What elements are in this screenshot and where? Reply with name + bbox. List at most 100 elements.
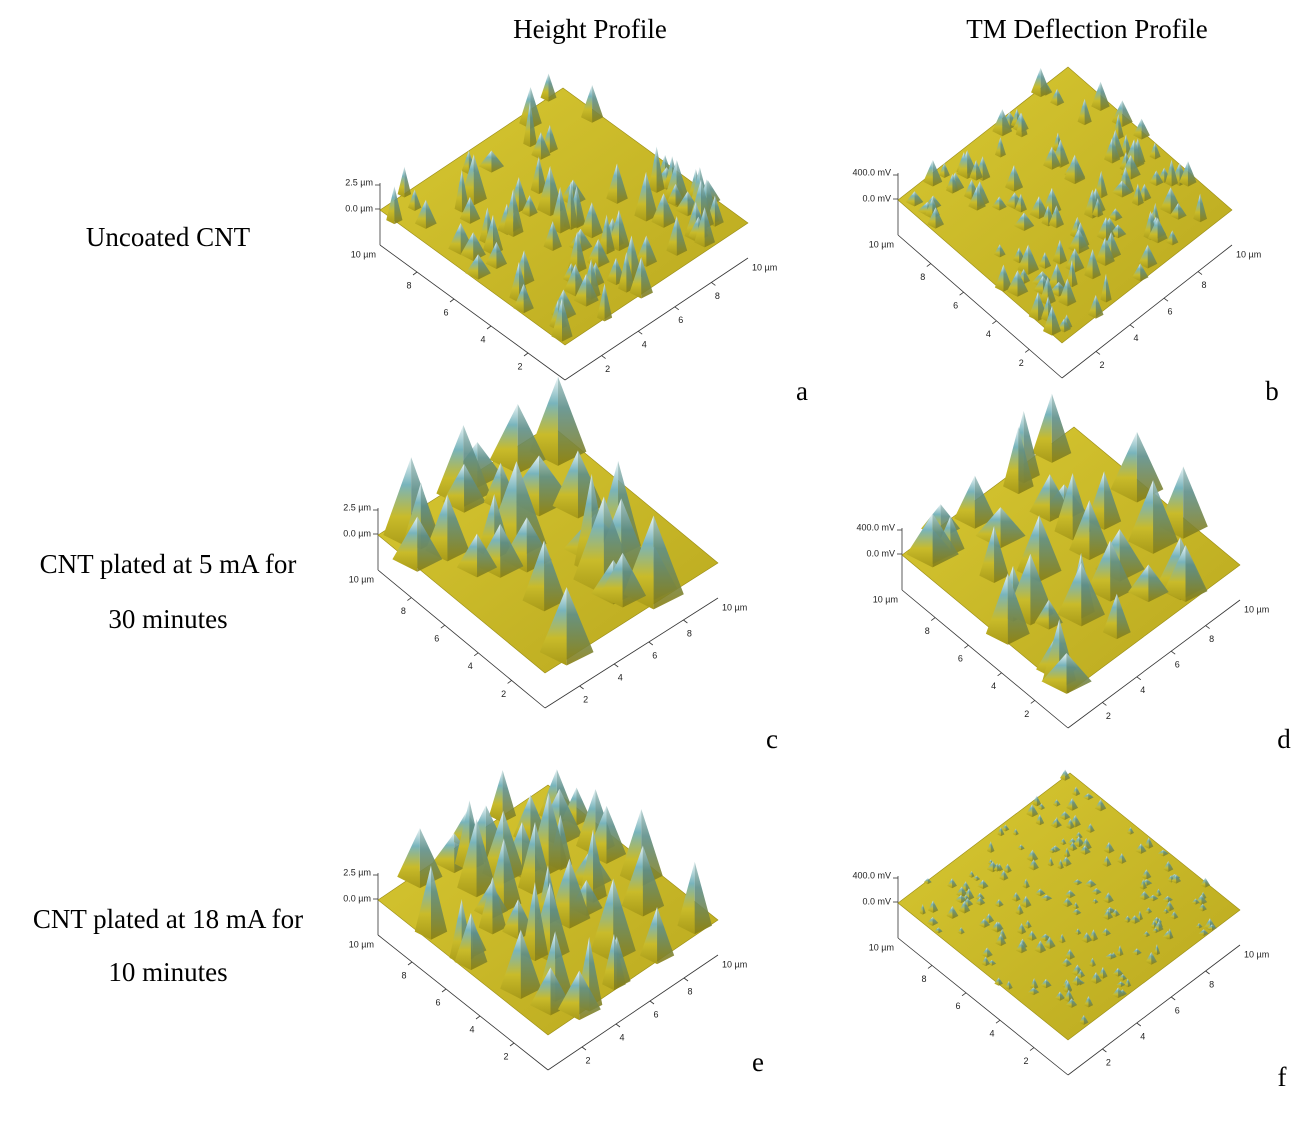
axis-tick <box>650 1001 654 1004</box>
peak-face <box>695 862 712 935</box>
peak-face <box>397 828 420 888</box>
axis-end-label: 10 µm <box>349 574 374 584</box>
peak-face <box>1100 82 1109 111</box>
peak-face <box>1142 119 1150 140</box>
z-tick-label: 2.5 µm <box>343 867 371 877</box>
left-tick-label: 4 <box>468 661 473 671</box>
column-header: Height Profile <box>513 14 667 44</box>
left-tick-label: 8 <box>401 970 406 980</box>
left-tick-label: 8 <box>401 606 406 616</box>
axis-tick <box>602 356 606 359</box>
axis-tick <box>684 978 688 981</box>
axis-end-label: 10 µm <box>869 942 894 952</box>
axis-end-label: 10 µm <box>722 602 747 612</box>
column-header: TM Deflection Profile <box>966 14 1207 44</box>
row-label: 10 minutes <box>108 957 227 987</box>
axis-tick <box>1102 1049 1106 1052</box>
peak-face <box>541 73 549 101</box>
axis-end-label: 10 µm <box>869 239 894 249</box>
panel-letter: c <box>766 724 778 754</box>
peak-face <box>1188 161 1197 186</box>
right-tick-label: 2 <box>605 364 610 374</box>
left-tick-label: 4 <box>991 681 996 691</box>
axis-end-label: 10 µm <box>1236 249 1261 259</box>
z-tick-label: 0.0 µm <box>343 893 371 903</box>
z-tick-label: 400.0 mV <box>856 522 895 532</box>
right-tick-label: 8 <box>1209 979 1214 989</box>
left-tick-label: 2 <box>503 1051 508 1061</box>
right-tick-label: 8 <box>687 628 692 638</box>
axis-tick <box>638 331 642 334</box>
z-tick-label: 400.0 mV <box>852 167 891 177</box>
axis-tick <box>1030 1048 1034 1051</box>
row-label: Uncoated CNT <box>86 222 251 252</box>
axis-tick <box>1206 626 1210 629</box>
axis-end-label: 10 µm <box>349 939 374 949</box>
axis-tick <box>1130 325 1134 328</box>
axis-tick <box>992 321 996 324</box>
axis-tick <box>711 282 715 285</box>
axis-tick <box>407 598 411 601</box>
right-tick-label: 4 <box>1140 685 1145 695</box>
axis-end-label: 10 µm <box>1244 949 1269 959</box>
peak-face <box>489 770 502 823</box>
left-tick-label: 2 <box>1024 709 1029 719</box>
peak-face <box>1003 427 1018 494</box>
axis-tick <box>1025 349 1029 352</box>
row-label: CNT plated at 18 mA for <box>33 904 303 934</box>
axis-tick <box>998 673 1002 676</box>
z-tick-label: 2.5 µm <box>343 502 371 512</box>
left-tick-label: 6 <box>958 654 963 664</box>
left-tick-label: 6 <box>955 1001 960 1011</box>
axis-tick <box>474 653 478 656</box>
right-tick-label: 4 <box>618 672 623 682</box>
axis-tick <box>962 993 966 996</box>
left-tick-label: 6 <box>434 634 439 644</box>
right-tick-label: 8 <box>1201 280 1206 290</box>
axis-end-label: 10 µm <box>1244 604 1269 614</box>
z-tick-label: 0.0 mV <box>862 193 891 203</box>
axis-tick <box>510 1043 514 1046</box>
peak-face <box>592 85 603 123</box>
peak-face <box>1183 466 1208 538</box>
panel-letter: f <box>1278 1062 1287 1092</box>
axis-tick <box>408 962 412 965</box>
right-tick-label: 6 <box>653 1009 658 1019</box>
left-tick-label: 4 <box>989 1029 994 1039</box>
right-tick-label: 8 <box>715 291 720 301</box>
axis-end-label: 10 µm <box>351 249 376 259</box>
z-tick-label: 0.0 µm <box>345 203 373 213</box>
peak-face <box>1031 68 1041 97</box>
z-tick-label: 400.0 mV <box>852 870 891 880</box>
axis-tick <box>1198 272 1202 275</box>
axis-tick <box>1164 298 1168 301</box>
axis-tick <box>683 620 687 623</box>
panel-letter: e <box>752 1047 764 1077</box>
left-tick-label: 6 <box>443 307 448 317</box>
axis-tick <box>931 618 935 621</box>
panel-letter: d <box>1277 724 1291 754</box>
right-tick-label: 8 <box>687 986 692 996</box>
right-tick-label: 4 <box>619 1032 624 1042</box>
axis-end-label: 10 µm <box>873 594 898 604</box>
right-tick-label: 6 <box>678 315 683 325</box>
right-tick-label: 6 <box>1175 660 1180 670</box>
axis-tick <box>580 686 584 689</box>
axis-tick <box>1102 702 1106 705</box>
left-tick-label: 8 <box>406 280 411 290</box>
peak-face <box>549 73 557 101</box>
right-tick-label: 8 <box>1209 634 1214 644</box>
axis-tick <box>582 1047 586 1050</box>
figure: Height Profile TM Deflection Profile Unc… <box>0 0 1299 1121</box>
peak-face <box>404 167 411 198</box>
row-label: 30 minutes <box>108 604 227 634</box>
axis-tick <box>487 326 491 329</box>
panel-letter: a <box>796 376 808 406</box>
left-tick-label: 8 <box>921 974 926 984</box>
left-tick-label: 6 <box>435 997 440 1007</box>
left-tick-label: 8 <box>925 626 930 636</box>
axis-end-label: 10 µm <box>722 959 747 969</box>
right-tick-label: 4 <box>1133 333 1138 343</box>
left-tick-label: 2 <box>1023 1056 1028 1066</box>
axis-tick <box>524 353 528 356</box>
